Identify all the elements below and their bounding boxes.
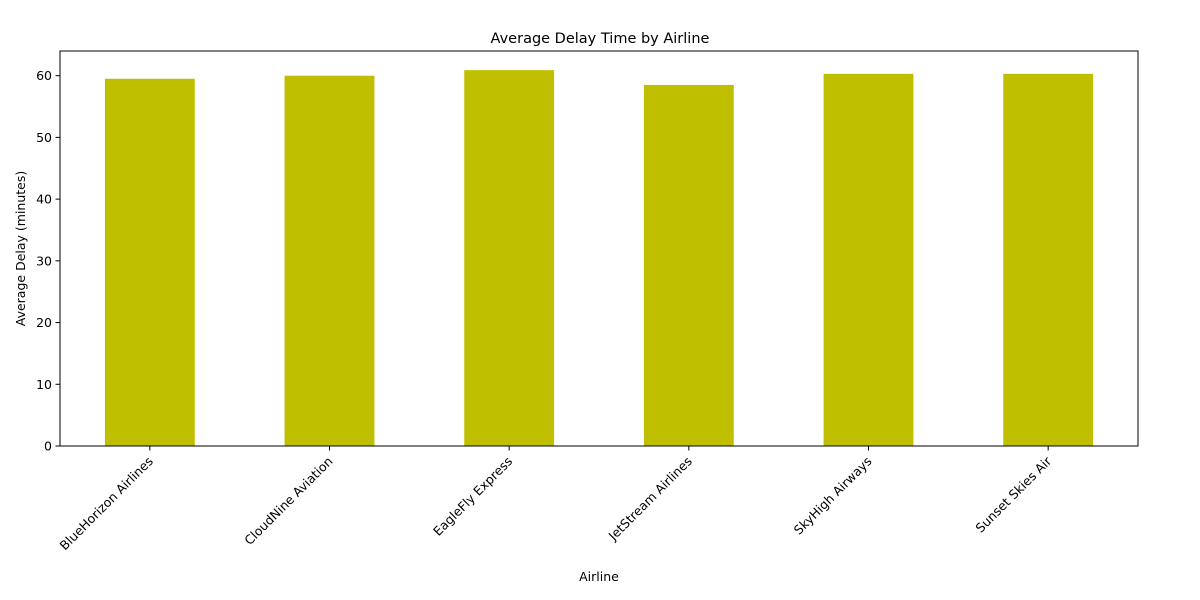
bar-sunset-skies-air (1003, 73, 1094, 446)
x-tick-label: BlueHorizon Airlines (56, 454, 155, 553)
y-tick-label: 60 (36, 68, 52, 83)
bars-layer (104, 70, 1094, 446)
y-tick-label: 40 (36, 192, 52, 207)
bar-jetstream-airlines (643, 84, 734, 446)
y-tick-label: 30 (36, 253, 52, 268)
y-axis: 0 10 20 30 40 50 60 (36, 68, 60, 454)
chart-title: Average Delay Time by Airline (491, 31, 710, 47)
y-tick-label: 50 (36, 130, 52, 145)
plot-frame (59, 50, 1139, 447)
x-axis-label: Airline (579, 569, 619, 584)
bar-cloudnine-aviation (284, 75, 375, 446)
y-tick-label: 20 (36, 315, 52, 330)
y-axis-label: Average Delay (minutes) (13, 171, 28, 326)
x-tick-label: JetStream Airlines (605, 454, 695, 544)
bar-skyhigh-airways (823, 73, 914, 446)
x-tick-label: EagleFly Express (430, 454, 515, 539)
x-tick-label: CloudNine Aviation (241, 454, 335, 548)
x-tick-label: Sunset Skies Air (972, 453, 1055, 536)
bar-bluehorizon-airlines (104, 78, 195, 446)
x-tick-label: SkyHigh Airways (791, 454, 875, 538)
bar-eaglefly-express (464, 70, 555, 446)
x-axis: BlueHorizon Airlines CloudNine Aviation Ea… (56, 446, 1055, 553)
y-tick-label: 0 (44, 439, 52, 454)
y-tick-label: 10 (36, 377, 52, 392)
